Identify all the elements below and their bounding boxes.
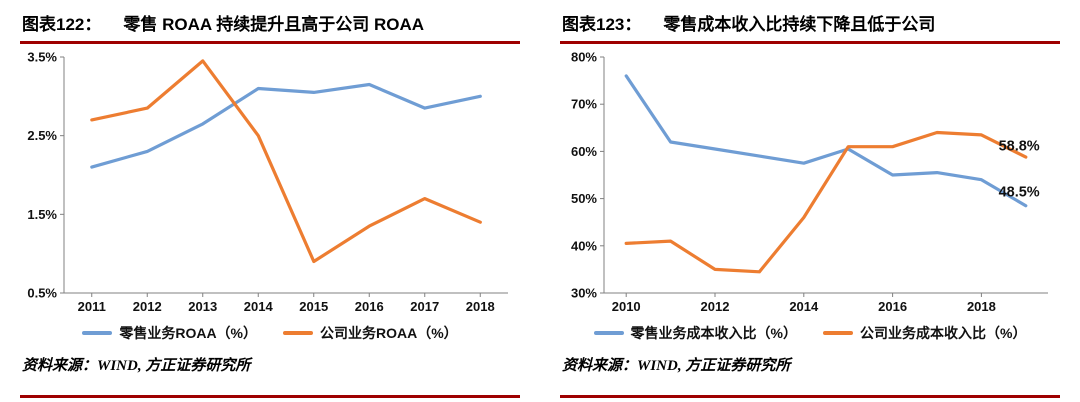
- figure-number: 图表123：: [562, 15, 642, 34]
- bottom-rule: [560, 395, 1060, 398]
- svg-text:2016: 2016: [878, 299, 907, 314]
- svg-text:2013: 2013: [188, 299, 217, 314]
- panel-figure-122: 图表122： 零售 ROAA 持续提升且高于公司 ROAA 0.5% 1.5% 2.…: [20, 8, 520, 398]
- figure-title: 零售 ROAA 持续提升且高于公司 ROAA: [123, 15, 425, 34]
- chart-legend: 零售业务成本收入比（%） 公司业务成本收入比（%）: [560, 321, 1060, 345]
- panel-figure-123: 图表123： 零售成本收入比持续下降且低于公司 30% 40% 50% 60% 70% 8…: [540, 0, 1080, 402]
- svg-text:80%: 80%: [571, 50, 597, 65]
- legend-item: 公司业务成本收入比（%）: [823, 323, 1026, 343]
- svg-text:2018: 2018: [967, 299, 996, 314]
- chart-legend: 零售业务ROAA（%） 公司业务ROAA（%）: [20, 321, 520, 345]
- svg-text:40%: 40%: [571, 238, 597, 253]
- line-chart-roaa: 0.5% 1.5% 2.5% 3.5% 2011 2012 2013 2014 2015 2016…: [27, 50, 508, 314]
- svg-text:60%: 60%: [571, 144, 597, 159]
- title-underline: [560, 41, 1060, 44]
- line-chart-cost-income-ratio: 30% 40% 50% 60% 70% 80% 2010 2012 2014 2016 2018 58…: [571, 50, 1048, 314]
- svg-text:2.5%: 2.5%: [27, 128, 57, 143]
- legend-line-swatch: [82, 331, 113, 335]
- svg-text:2011: 2011: [78, 299, 106, 314]
- svg-text:2012: 2012: [701, 299, 730, 314]
- svg-text:2014: 2014: [789, 299, 819, 314]
- legend-line-swatch: [283, 331, 313, 335]
- legend-label: 公司业务成本收入比（%）: [860, 325, 1027, 341]
- figure-title: 零售成本收入比持续下降且低于公司: [663, 15, 936, 34]
- legend-line-swatch: [823, 331, 853, 335]
- svg-text:48.5%: 48.5%: [999, 185, 1040, 201]
- bottom-rule: [20, 395, 520, 398]
- svg-text:3.5%: 3.5%: [27, 50, 57, 65]
- svg-text:2018: 2018: [466, 299, 495, 314]
- legend-item: 公司业务ROAA（%）: [283, 323, 458, 343]
- svg-text:70%: 70%: [571, 97, 597, 112]
- legend-label: 公司业务ROAA（%）: [320, 325, 458, 341]
- svg-text:58.8%: 58.8%: [999, 139, 1040, 155]
- legend-label: 零售业务成本收入比（%）: [630, 325, 797, 341]
- svg-text:2012: 2012: [133, 299, 162, 314]
- figure-title-row: 图表123： 零售成本收入比持续下降且低于公司: [560, 8, 1060, 41]
- svg-text:2015: 2015: [299, 299, 328, 314]
- figure-number: 图表122：: [22, 15, 102, 34]
- svg-text:50%: 50%: [571, 191, 597, 206]
- legend-item: 零售业务成本收入比（%）: [593, 323, 797, 343]
- legend-line-swatch: [593, 331, 624, 335]
- svg-text:1.5%: 1.5%: [27, 207, 57, 222]
- svg-text:30%: 30%: [571, 286, 597, 301]
- svg-text:2016: 2016: [355, 299, 384, 314]
- svg-text:2017: 2017: [410, 299, 439, 314]
- svg-text:2010: 2010: [612, 299, 641, 314]
- source-note: 资料来源：WIND, 方正证券研究所: [562, 358, 791, 374]
- svg-text:2014: 2014: [244, 299, 274, 314]
- title-underline: [20, 41, 520, 44]
- figure-title-row: 图表122： 零售 ROAA 持续提升且高于公司 ROAA: [20, 8, 520, 41]
- legend-item: 零售业务ROAA（%）: [82, 323, 257, 343]
- legend-label: 零售业务ROAA（%）: [119, 325, 257, 341]
- source-note: 资料来源：WIND, 方正证券研究所: [22, 358, 251, 374]
- svg-text:0.5%: 0.5%: [27, 286, 57, 301]
